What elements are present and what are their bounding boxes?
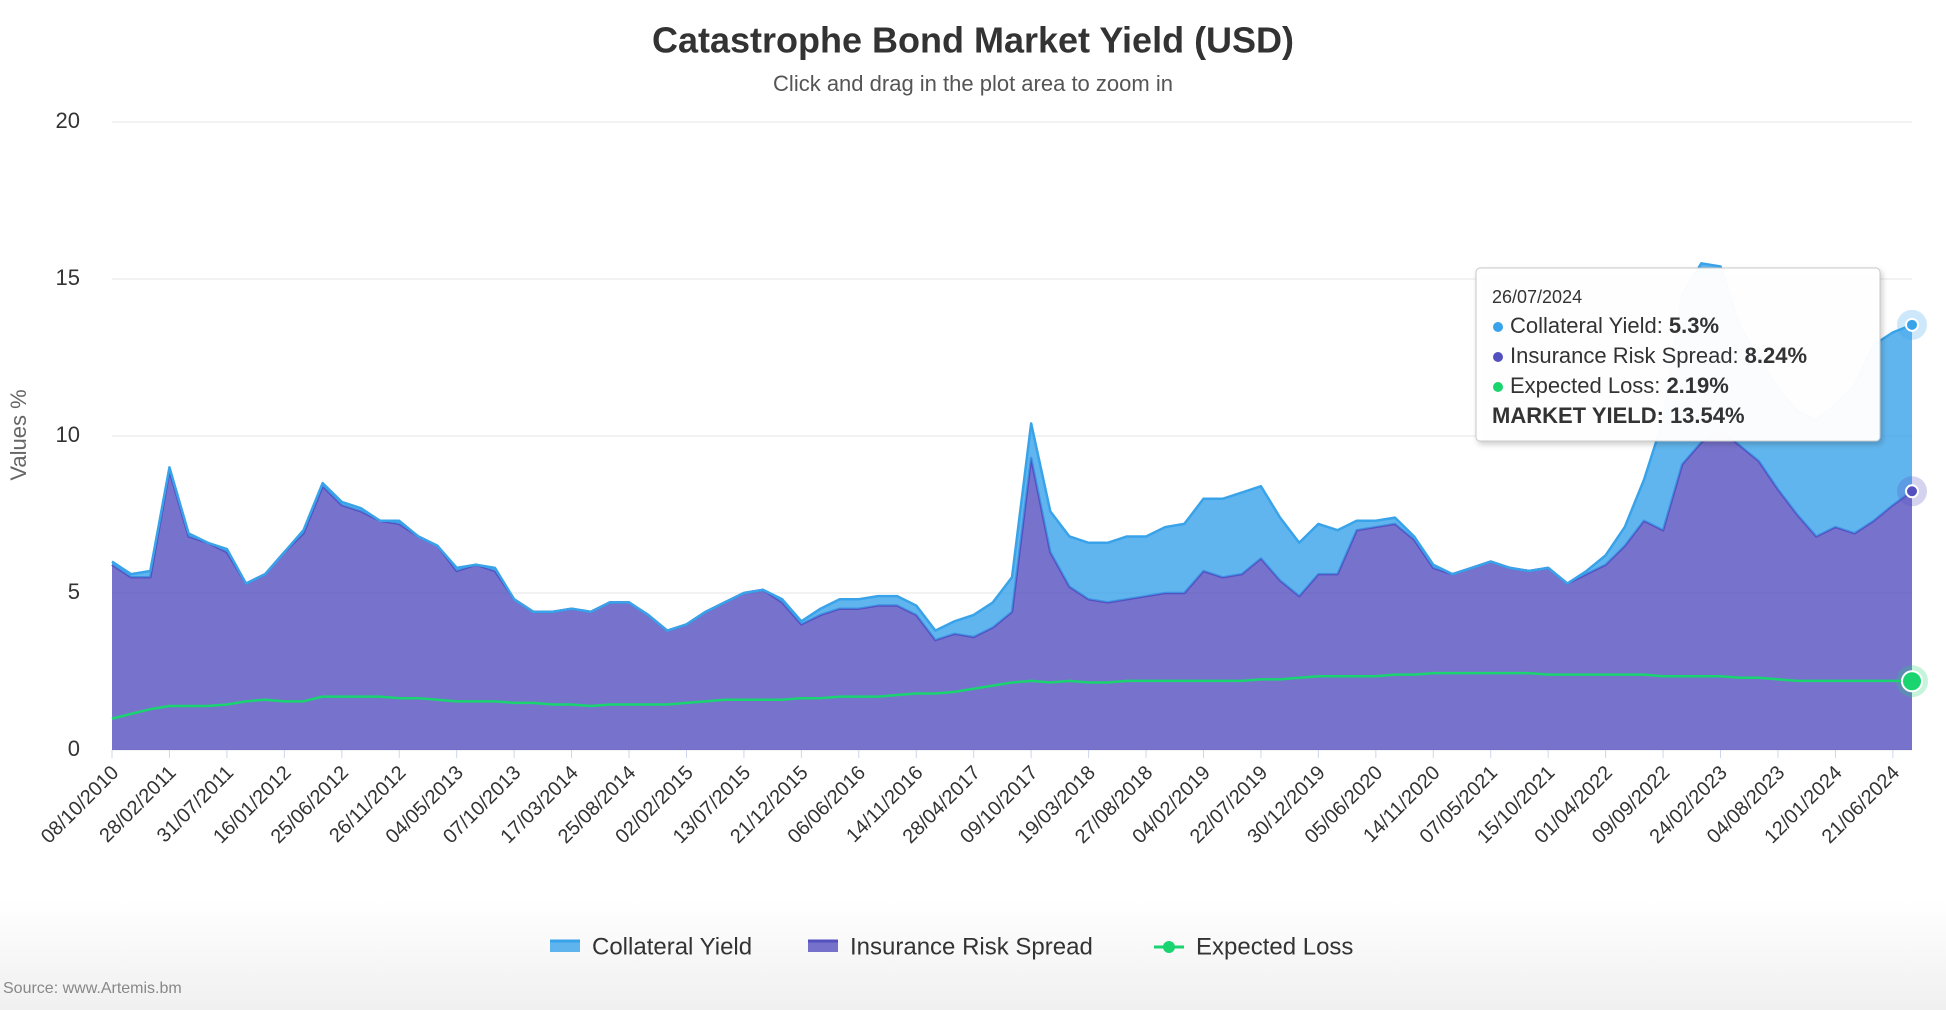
footer-band: [0, 900, 1946, 1010]
tooltip-value: 13.54%: [1670, 403, 1745, 428]
tooltip-box: [1475, 267, 1881, 442]
hover-marker: [1905, 317, 1919, 332]
area-fill: [112, 429, 1912, 750]
area-line: [111, 262, 1913, 632]
legend-label: Insurance Risk Spread: [850, 933, 1093, 960]
tooltip-label: MARKET YIELD:: [1492, 403, 1664, 428]
legend-symbol-marker: [1163, 941, 1175, 953]
legend: Collateral Yield Insurance Risk Spread Exp…: [550, 933, 1353, 960]
legend-label: Collateral Yield: [592, 933, 752, 960]
tooltip-value: 2.19%: [1666, 373, 1728, 398]
chart-title: Catastrophe Bond Market Yield (USD): [652, 20, 1294, 61]
series-line: [111, 671, 1913, 720]
tooltip-bullet: [1493, 322, 1503, 332]
chart-subtitle: Click and drag in the plot area to zoom …: [773, 71, 1173, 96]
legend-item[interactable]: Collateral Yield: [550, 933, 752, 960]
legend-item[interactable]: Expected Loss: [1154, 933, 1353, 960]
tooltip-date: 26/07/2024: [1492, 287, 1582, 307]
tooltip: 26/07/2024 Collateral Yield: 5.3% Insuranc…: [1475, 267, 1881, 442]
x-axis: 08/10/201028/02/201131/07/201116/01/2012…: [37, 750, 1904, 848]
tooltip-row: MARKET YIELD: 13.54%: [1492, 403, 1745, 428]
tooltip-row: Insurance Risk Spread: 8.24%: [1510, 343, 1807, 368]
tooltip-value: 8.24%: [1745, 343, 1807, 368]
y-tick-label: 20: [56, 108, 80, 133]
tooltip-label: Insurance Risk Spread:: [1510, 343, 1739, 368]
tooltip-value: 5.3%: [1669, 313, 1719, 338]
tooltip-label: Expected Loss:: [1510, 373, 1660, 398]
tooltip-bullet: [1493, 352, 1503, 362]
legend-item[interactable]: Insurance Risk Spread: [808, 933, 1093, 960]
source-credit: Source: www.Artemis.bm: [3, 980, 182, 997]
tooltip-row: Collateral Yield: 5.3%: [1510, 313, 1719, 338]
y-tick-label: 5: [68, 579, 80, 604]
legend-label: Expected Loss: [1196, 933, 1353, 960]
legend-symbol: [808, 941, 838, 952]
tooltip-bullet: [1493, 382, 1503, 392]
y-axis-title: Values %: [6, 389, 31, 480]
tooltip-label: Collateral Yield:: [1510, 313, 1663, 338]
plot-area: [111, 262, 1928, 750]
y-tick-label: 15: [56, 265, 80, 290]
hover-marker: [1905, 484, 1919, 499]
tooltip-row: Expected Loss: 2.19%: [1510, 373, 1729, 398]
y-tick-label: 0: [68, 736, 80, 761]
y-tick-label: 10: [56, 422, 80, 447]
legend-symbol: [550, 941, 580, 952]
hover-marker: [1901, 670, 1923, 693]
